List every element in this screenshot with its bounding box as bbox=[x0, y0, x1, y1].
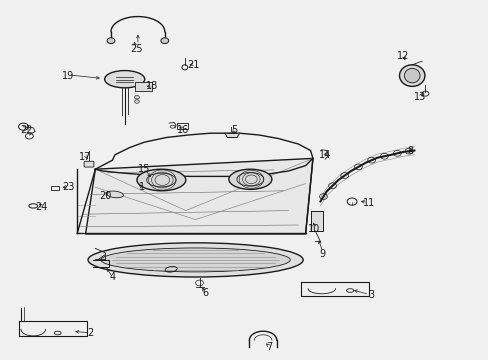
Text: 20: 20 bbox=[99, 191, 111, 201]
Text: 10: 10 bbox=[307, 224, 320, 234]
Ellipse shape bbox=[404, 68, 419, 83]
Polygon shape bbox=[224, 133, 239, 138]
Text: 24: 24 bbox=[35, 202, 48, 212]
Ellipse shape bbox=[88, 243, 303, 277]
Ellipse shape bbox=[101, 248, 290, 272]
Ellipse shape bbox=[228, 169, 271, 189]
Circle shape bbox=[107, 38, 115, 44]
Text: 2: 2 bbox=[87, 328, 93, 338]
Text: 19: 19 bbox=[62, 71, 75, 81]
Ellipse shape bbox=[399, 65, 424, 86]
Text: 22: 22 bbox=[20, 125, 33, 135]
FancyBboxPatch shape bbox=[135, 82, 151, 91]
Text: 14: 14 bbox=[318, 150, 331, 160]
Circle shape bbox=[134, 100, 139, 103]
Circle shape bbox=[134, 95, 139, 99]
Text: 8: 8 bbox=[407, 146, 413, 156]
Text: 9: 9 bbox=[319, 249, 325, 259]
FancyBboxPatch shape bbox=[311, 211, 323, 231]
Ellipse shape bbox=[104, 71, 144, 88]
Polygon shape bbox=[85, 158, 312, 234]
Text: 18: 18 bbox=[145, 81, 158, 91]
Text: 7: 7 bbox=[265, 342, 271, 352]
Ellipse shape bbox=[106, 191, 123, 198]
FancyBboxPatch shape bbox=[84, 161, 94, 167]
Text: 16: 16 bbox=[177, 125, 189, 135]
Text: 5: 5 bbox=[231, 125, 237, 135]
Text: 1: 1 bbox=[139, 182, 144, 192]
Circle shape bbox=[161, 38, 168, 44]
Text: 25: 25 bbox=[130, 44, 143, 54]
Ellipse shape bbox=[137, 169, 185, 191]
Text: 23: 23 bbox=[62, 182, 75, 192]
Text: 6: 6 bbox=[202, 288, 208, 298]
Text: 21: 21 bbox=[186, 60, 199, 70]
Text: 13: 13 bbox=[413, 92, 426, 102]
Text: 4: 4 bbox=[109, 272, 115, 282]
Text: 3: 3 bbox=[368, 290, 374, 300]
Text: 11: 11 bbox=[362, 198, 375, 208]
Text: 12: 12 bbox=[396, 51, 409, 61]
Text: 17: 17 bbox=[79, 152, 92, 162]
Text: 15: 15 bbox=[138, 164, 150, 174]
